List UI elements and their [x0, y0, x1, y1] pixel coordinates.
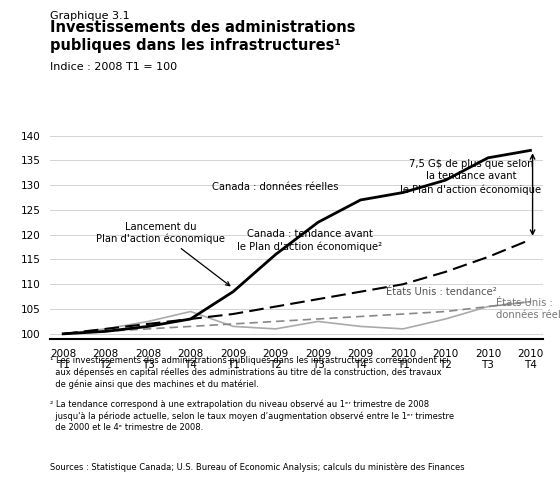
Text: Canada : tendance avant
le Plan d'action économique²: Canada : tendance avant le Plan d'action…: [237, 228, 382, 252]
Text: Graphique 3.1: Graphique 3.1: [50, 11, 130, 21]
Text: Lancement du
Plan d'action économique: Lancement du Plan d'action économique: [96, 222, 230, 286]
Text: ² La tendance correspond à une extrapolation du niveau observé au 1ᵉʳ trimestre : ² La tendance correspond à une extrapola…: [50, 399, 455, 432]
Text: Canada : données réelles: Canada : données réelles: [212, 182, 339, 192]
Text: États Unis : tendance²: États Unis : tendance²: [386, 287, 497, 297]
Text: ¹ Les investissements des administrations publiques dans les infrastructures cor: ¹ Les investissements des administration…: [50, 356, 449, 389]
Text: Sources : Statistique Canada; U.S. Bureau of Economic Analysis; calculs du minis: Sources : Statistique Canada; U.S. Burea…: [50, 462, 465, 472]
Text: États Unis :
données réelles: États Unis : données réelles: [497, 298, 560, 320]
Text: Investissements des administrations
publiques dans les infrastructures¹: Investissements des administrations publ…: [50, 20, 356, 53]
Text: Indice : 2008 T1 = 100: Indice : 2008 T1 = 100: [50, 62, 178, 72]
Text: 7,5 G$ de plus que selon
la tendance avant
le Plan d'action économique: 7,5 G$ de plus que selon la tendance ava…: [400, 159, 542, 195]
